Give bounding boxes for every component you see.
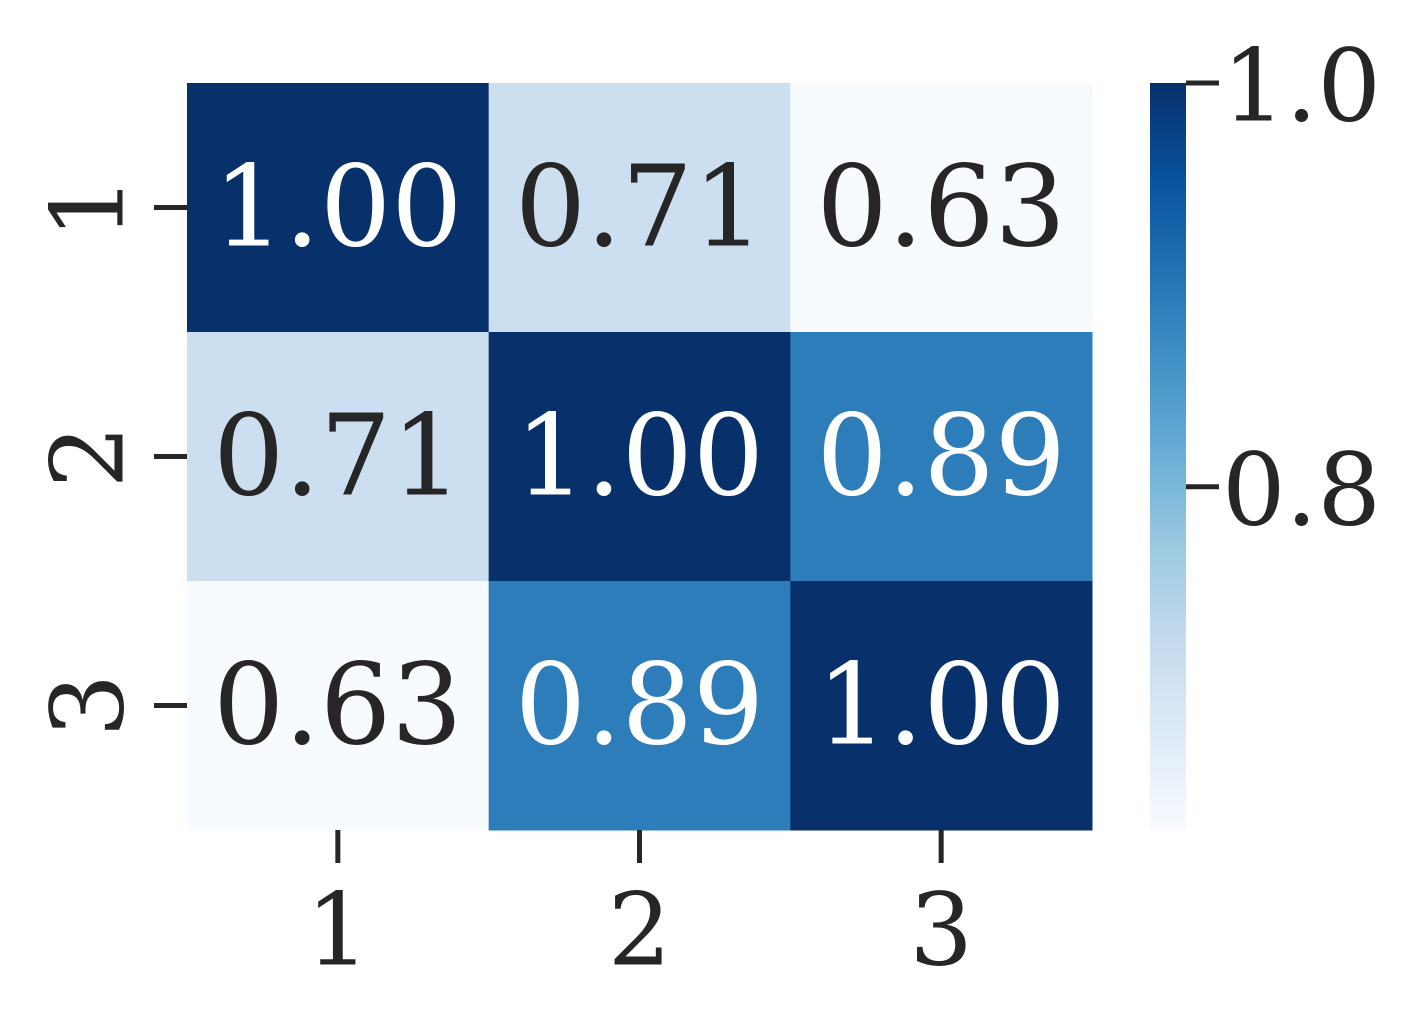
x-tick-label: 3 [909, 872, 973, 989]
cell-label: 1.00 [213, 143, 462, 273]
colorbar-tick-label: 1.0 [1222, 28, 1381, 145]
cell-label: 0.71 [515, 143, 764, 273]
heatmap-cell [187, 581, 490, 831]
cell-label: 1.00 [816, 641, 1065, 771]
colorbar-tick-label: 0.8 [1222, 431, 1381, 548]
cell-label: 0.63 [816, 143, 1065, 273]
y-tick-label: 1 [30, 176, 147, 240]
cell-label: 1.00 [515, 392, 764, 522]
y-tick-label: 2 [30, 425, 147, 489]
cell-label: 0.63 [213, 641, 462, 771]
cell-label: 0.89 [515, 641, 764, 771]
cell-label: 0.89 [816, 392, 1065, 522]
cell-label: 0.71 [213, 392, 462, 522]
heatmap-cell [488, 332, 791, 582]
heatmap-cell [790, 581, 1093, 831]
colorbar [1150, 83, 1186, 830]
heatmap-cell [488, 581, 791, 831]
heatmap-cell [790, 332, 1093, 582]
y-tick-label: 3 [30, 674, 147, 738]
heatmap-cell [790, 83, 1093, 333]
x-tick-label: 1 [306, 872, 370, 989]
heatmap-cell [488, 83, 791, 333]
x-tick-label: 2 [608, 872, 672, 989]
heatmap-cell [187, 83, 490, 333]
heatmap-cell [187, 332, 490, 582]
